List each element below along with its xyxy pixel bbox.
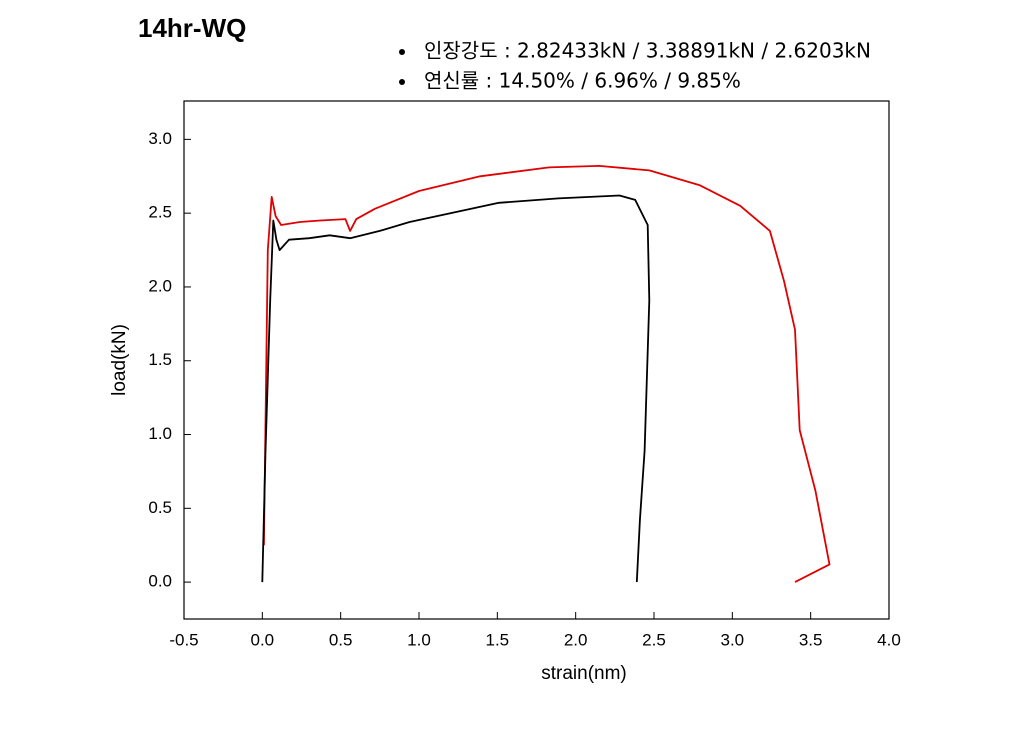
y-tick-label: 3.0 xyxy=(148,129,172,148)
y-tick-label: 2.0 xyxy=(148,276,172,295)
series-line xyxy=(261,194,651,583)
bullet xyxy=(399,79,405,85)
y-tick-label: 0.0 xyxy=(148,572,172,591)
x-tick-label: 0.0 xyxy=(251,630,275,649)
x-tick-label: 2.0 xyxy=(564,630,588,649)
x-tick-label: 1.5 xyxy=(486,630,510,649)
annotation: 인장강도 : 2.82433kN / 3.38891kN / 2.6203kN xyxy=(424,39,871,63)
x-tick-label: 2.5 xyxy=(642,630,666,649)
x-tick-label: -0.5 xyxy=(169,630,198,649)
x-tick-label: 4.0 xyxy=(877,630,901,649)
y-tick-label: 0.5 xyxy=(148,498,172,517)
chart-title: 14hr-WQ xyxy=(138,13,246,43)
y-tick-label: 2.5 xyxy=(148,203,172,222)
y-axis-label: load(kN) xyxy=(109,324,130,396)
y-tick-label: 1.0 xyxy=(148,424,172,443)
y-tick-label: 1.5 xyxy=(148,350,172,369)
x-tick-label: 3.5 xyxy=(799,630,823,649)
plot-frame xyxy=(183,100,890,620)
annotation: 연신률 : 14.50% / 6.96% / 9.85% xyxy=(424,69,741,93)
series-line xyxy=(263,165,831,583)
x-tick-label: 0.5 xyxy=(329,630,353,649)
x-axis-label: strain(nm) xyxy=(541,663,627,684)
x-tick-label: 1.0 xyxy=(407,630,431,649)
bullet xyxy=(399,49,405,55)
x-tick-label: 3.0 xyxy=(721,630,745,649)
